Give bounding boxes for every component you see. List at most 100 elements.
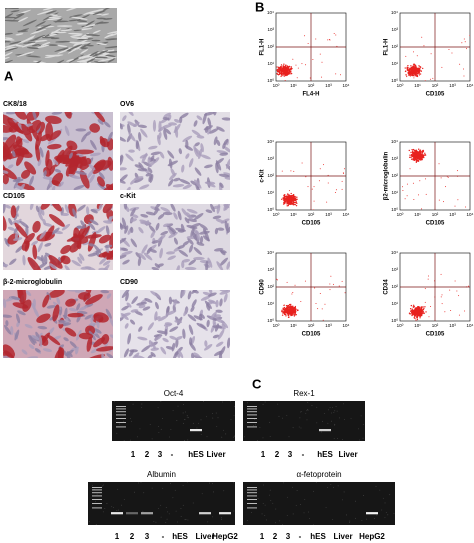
cell [122,259,130,265]
event-dot [294,284,296,286]
cell [223,293,228,303]
noise [160,428,162,430]
ladder-band [116,426,126,428]
cell [88,243,95,247]
event-dot [421,67,424,70]
cell [200,143,204,153]
cell [178,249,189,257]
event-dot [329,283,331,285]
event-dot [291,67,293,70]
cell [72,208,77,219]
cell [86,354,105,358]
event-dot [409,308,412,310]
cell [190,306,195,312]
noise [223,490,225,492]
x-axis-label: FL4-H [303,92,320,98]
event-dot [289,309,292,311]
noise [299,417,301,419]
event-dot [421,313,423,316]
lane-label: 2 [275,450,280,459]
panel-label: C [252,376,262,391]
event-dot [424,152,426,154]
cell [75,346,79,355]
cell [49,214,65,227]
cell [155,222,160,231]
cell [193,247,202,255]
cell [44,254,48,265]
event-dot [283,200,285,202]
event-dot [283,198,286,201]
cell [182,135,193,142]
cell [80,266,92,270]
noise [305,412,307,414]
event-dot [463,38,465,40]
event-dot [294,312,297,314]
event-dot [319,53,321,55]
cell [121,290,130,298]
cell [3,314,13,318]
noise [292,513,294,515]
event-dot [301,162,303,164]
cell [199,223,208,231]
cell [173,212,178,220]
cell [24,323,33,329]
event-dot [289,195,291,197]
noise [184,419,186,421]
event-dot [317,308,319,310]
cell [89,322,97,326]
cell [42,12,59,21]
ladder-band [92,489,102,491]
cell [105,54,116,57]
noise [223,429,224,431]
event-dot [329,289,331,291]
cell [123,348,129,358]
cell [5,43,19,49]
event-dot [335,73,337,75]
cell [149,249,157,253]
x-tick-label: 10¹ [414,212,421,217]
cell [187,290,192,300]
event-dot [330,275,332,277]
ladder-band [247,422,257,423]
lane-label: hES [172,532,188,541]
cell [226,226,230,234]
event-dot [340,74,342,76]
cell [129,319,136,325]
cell [127,123,131,135]
event-dot [277,74,280,76]
cell [154,204,162,211]
event-dot [422,156,424,158]
ladder-band [92,487,102,488]
event-dot [421,36,423,38]
cell [105,38,116,41]
cell [47,143,62,150]
noise [192,502,194,504]
cell [168,122,177,126]
lane-label: 3 [145,532,150,541]
cell [157,234,166,242]
cell [90,314,94,324]
cell [85,325,96,336]
cell [183,307,189,317]
noise [375,485,377,487]
noise [233,415,235,417]
event-dot [289,304,291,306]
x-tick-label: 10² [308,83,315,88]
event-dot [428,316,430,318]
cell [65,298,76,307]
cell [148,160,156,168]
event-dot [285,311,287,313]
event-dot [293,314,295,316]
cell [130,309,139,313]
noise [174,489,176,491]
event-dot [283,66,286,68]
ladder-band [247,426,257,428]
event-dot [284,74,287,77]
cell [189,342,196,351]
cell [205,181,216,188]
event-dot [414,153,416,155]
cell [214,248,224,252]
cell [158,315,168,322]
noise [233,510,235,512]
